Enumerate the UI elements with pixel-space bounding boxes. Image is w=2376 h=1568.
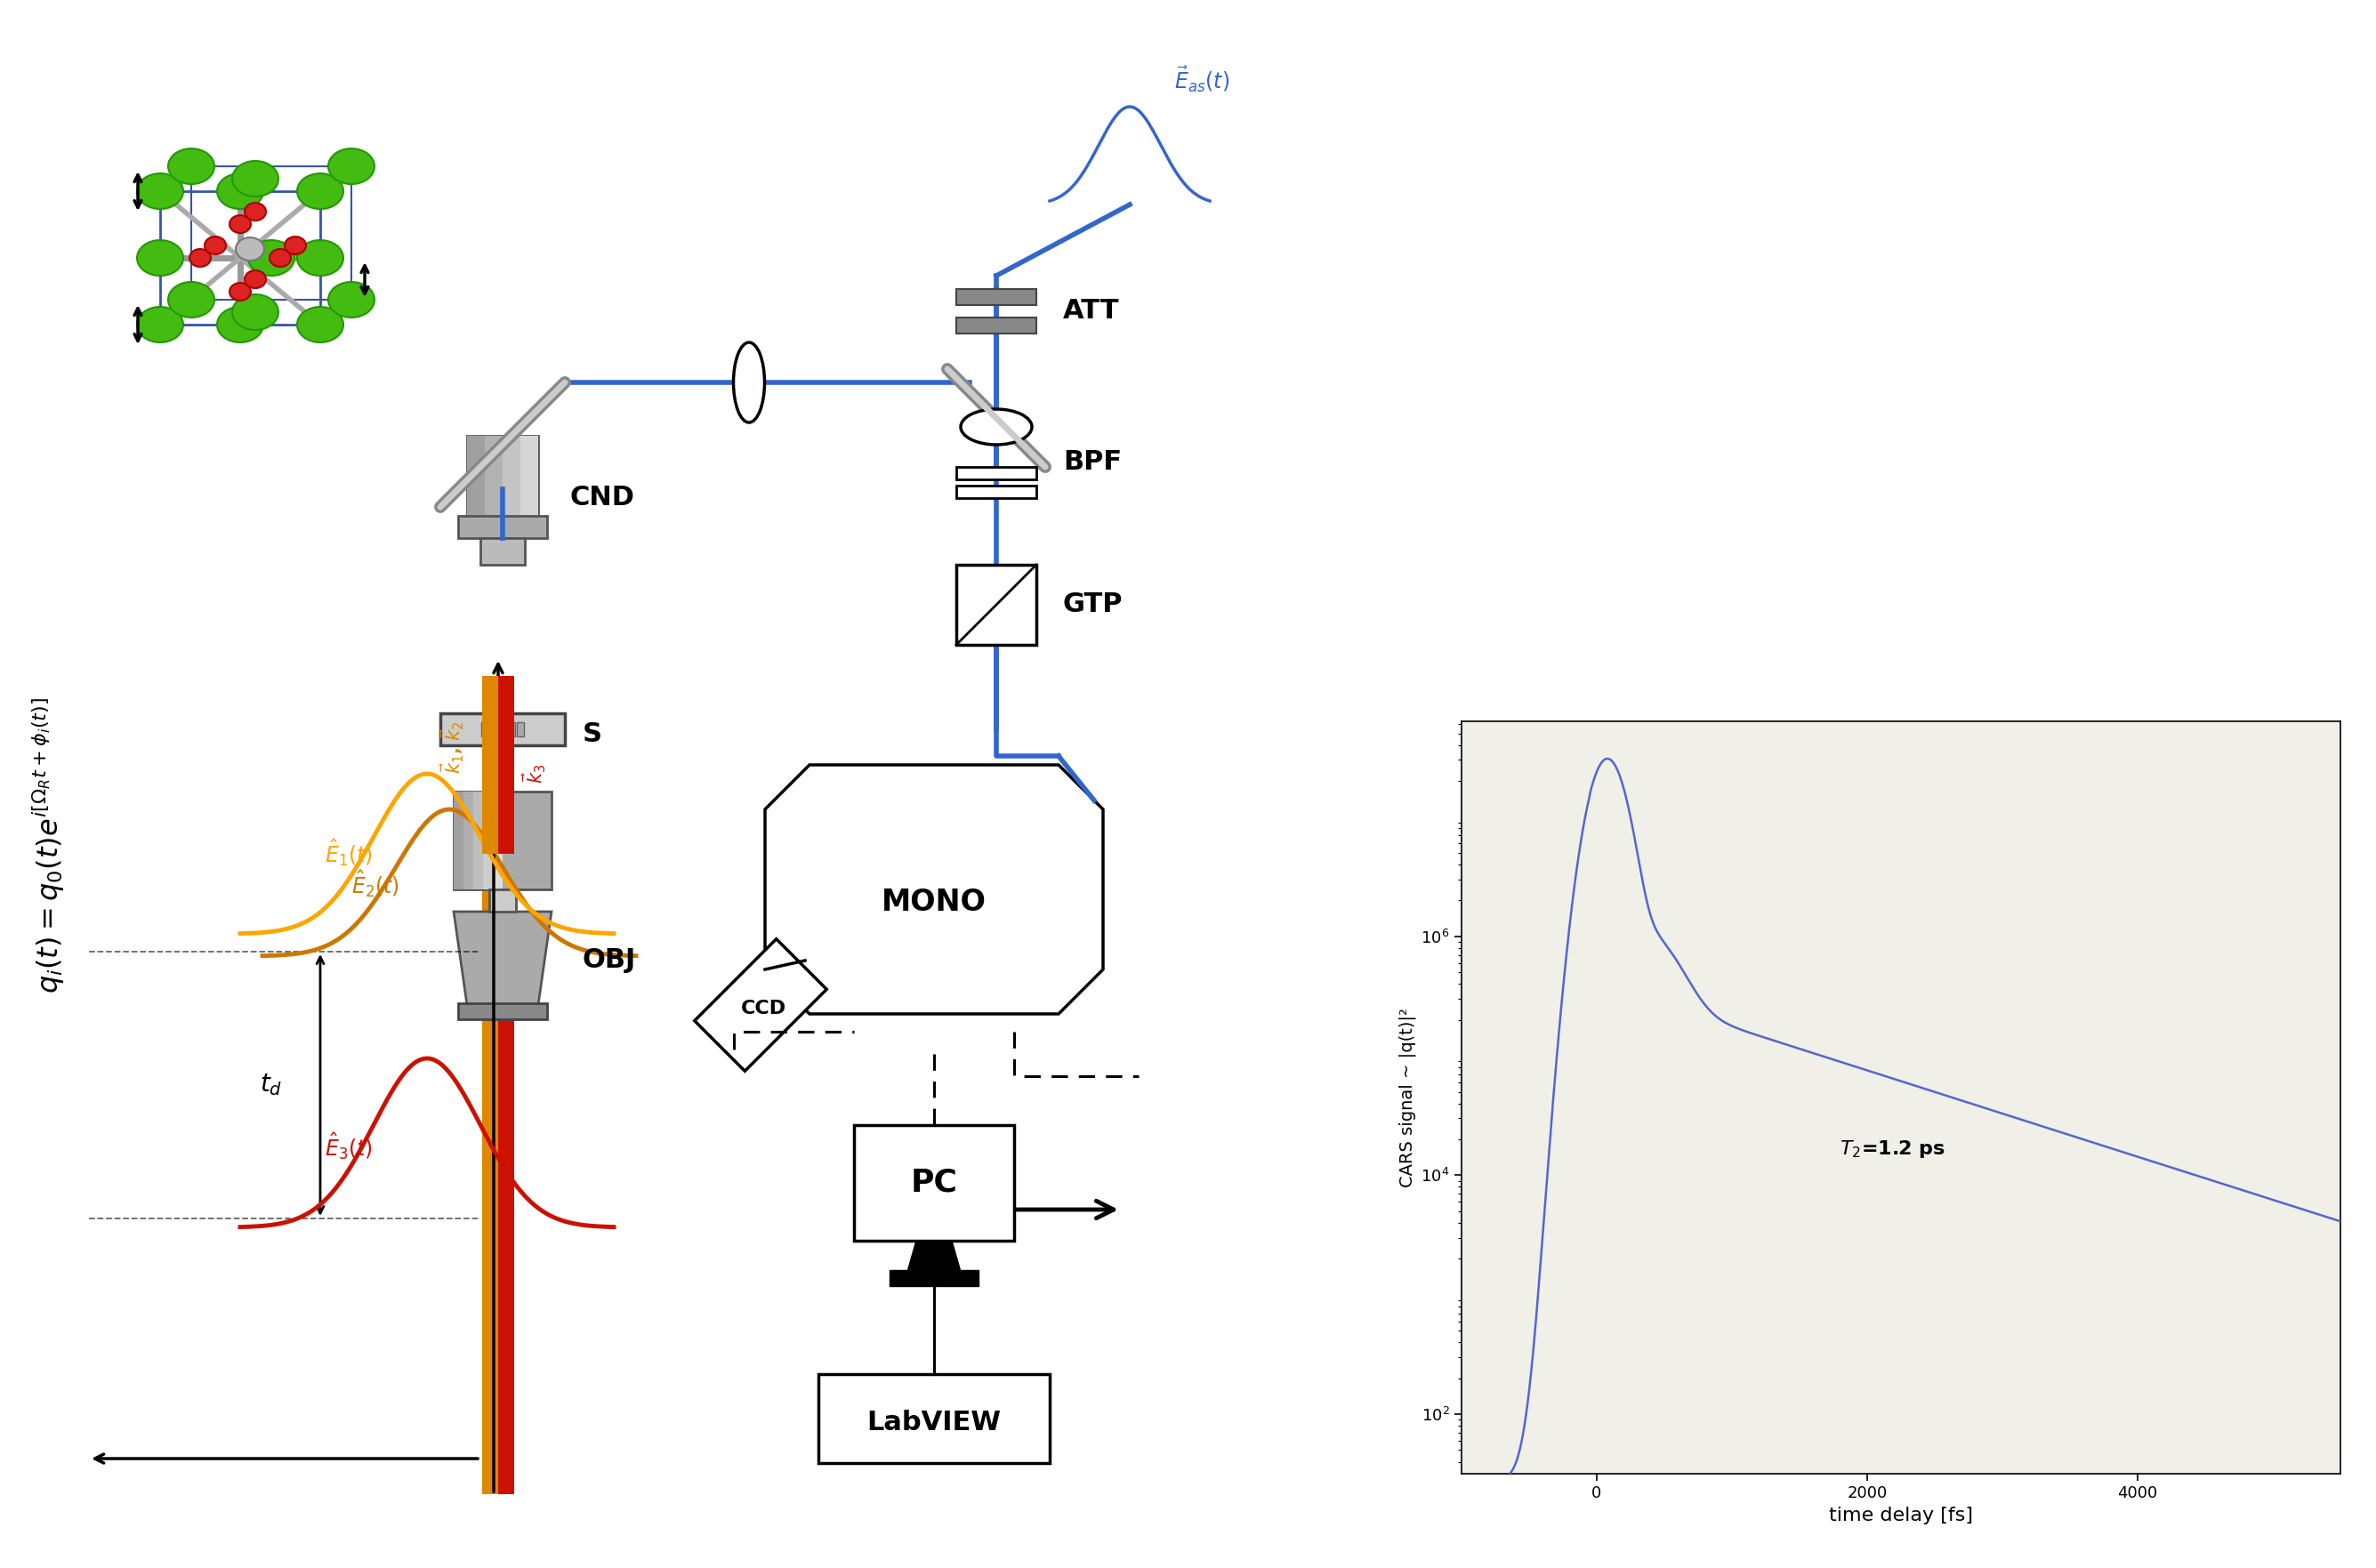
FancyBboxPatch shape bbox=[520, 436, 539, 516]
Text: OBJ: OBJ bbox=[582, 947, 637, 974]
Ellipse shape bbox=[230, 282, 252, 301]
FancyBboxPatch shape bbox=[694, 939, 827, 1071]
Ellipse shape bbox=[169, 149, 214, 183]
FancyBboxPatch shape bbox=[468, 436, 539, 516]
FancyBboxPatch shape bbox=[468, 436, 485, 516]
FancyBboxPatch shape bbox=[454, 792, 551, 889]
Ellipse shape bbox=[233, 295, 278, 329]
FancyBboxPatch shape bbox=[482, 676, 499, 855]
Text: GTP: GTP bbox=[1062, 591, 1124, 618]
Ellipse shape bbox=[268, 249, 290, 267]
FancyBboxPatch shape bbox=[504, 436, 520, 516]
Ellipse shape bbox=[233, 162, 278, 196]
FancyBboxPatch shape bbox=[482, 792, 492, 889]
Text: $\hat{E}_2(t)$: $\hat{E}_2(t)$ bbox=[352, 869, 399, 900]
Text: LabVIEW: LabVIEW bbox=[867, 1410, 1000, 1436]
FancyBboxPatch shape bbox=[489, 889, 516, 911]
Ellipse shape bbox=[138, 240, 183, 276]
FancyBboxPatch shape bbox=[518, 723, 525, 737]
FancyBboxPatch shape bbox=[508, 723, 516, 737]
Ellipse shape bbox=[734, 342, 765, 422]
FancyBboxPatch shape bbox=[853, 1126, 1015, 1240]
FancyBboxPatch shape bbox=[482, 676, 499, 1494]
Ellipse shape bbox=[169, 282, 214, 317]
Ellipse shape bbox=[247, 240, 295, 276]
Polygon shape bbox=[908, 1240, 960, 1272]
Ellipse shape bbox=[235, 237, 264, 260]
Y-axis label: CARS signal ~ |q(t)|²: CARS signal ~ |q(t)|² bbox=[1399, 1008, 1416, 1187]
Text: MONO: MONO bbox=[881, 887, 986, 917]
FancyBboxPatch shape bbox=[499, 676, 513, 855]
Ellipse shape bbox=[138, 307, 183, 342]
FancyBboxPatch shape bbox=[440, 713, 565, 745]
Text: $\hat{E}_1(t)$: $\hat{E}_1(t)$ bbox=[326, 837, 373, 869]
Text: $\vec{k}_3$: $\vec{k}_3$ bbox=[520, 764, 549, 784]
Text: $\vec{E}_{as}(t)$: $\vec{E}_{as}(t)$ bbox=[1174, 64, 1228, 94]
FancyBboxPatch shape bbox=[459, 516, 546, 538]
FancyBboxPatch shape bbox=[485, 436, 504, 516]
Ellipse shape bbox=[216, 307, 264, 342]
Ellipse shape bbox=[204, 237, 226, 254]
Text: CCD: CCD bbox=[741, 999, 786, 1018]
FancyBboxPatch shape bbox=[463, 792, 473, 889]
Ellipse shape bbox=[960, 409, 1031, 445]
Ellipse shape bbox=[245, 202, 266, 221]
FancyBboxPatch shape bbox=[955, 486, 1036, 499]
FancyBboxPatch shape bbox=[489, 723, 497, 737]
FancyBboxPatch shape bbox=[889, 1270, 979, 1286]
Polygon shape bbox=[454, 911, 551, 1005]
Text: PC: PC bbox=[910, 1168, 958, 1198]
Ellipse shape bbox=[216, 174, 264, 209]
Ellipse shape bbox=[297, 240, 345, 276]
Text: $T_2$=1.2 ps: $T_2$=1.2 ps bbox=[1839, 1138, 1946, 1160]
FancyBboxPatch shape bbox=[482, 723, 489, 737]
Ellipse shape bbox=[230, 215, 252, 234]
X-axis label: time delay [fs]: time delay [fs] bbox=[1830, 1507, 1972, 1524]
Ellipse shape bbox=[190, 249, 211, 267]
Ellipse shape bbox=[138, 174, 183, 209]
Text: S: S bbox=[582, 721, 601, 746]
Text: $\vec{k}_1$, $\vec{k}_2$: $\vec{k}_1$, $\vec{k}_2$ bbox=[440, 721, 466, 773]
Text: ATT: ATT bbox=[1062, 298, 1119, 325]
Polygon shape bbox=[955, 564, 1036, 644]
Text: CND: CND bbox=[570, 485, 634, 511]
FancyBboxPatch shape bbox=[473, 792, 482, 889]
Text: $\hat{E}_3(t)$: $\hat{E}_3(t)$ bbox=[326, 1131, 373, 1162]
Text: $t_d$: $t_d$ bbox=[259, 1073, 283, 1098]
FancyBboxPatch shape bbox=[454, 792, 463, 889]
FancyBboxPatch shape bbox=[459, 1004, 546, 1019]
FancyBboxPatch shape bbox=[480, 538, 525, 564]
Ellipse shape bbox=[297, 174, 345, 209]
Ellipse shape bbox=[297, 307, 345, 342]
FancyBboxPatch shape bbox=[817, 1374, 1050, 1463]
FancyBboxPatch shape bbox=[499, 723, 506, 737]
FancyBboxPatch shape bbox=[492, 792, 504, 889]
Ellipse shape bbox=[285, 237, 307, 254]
FancyBboxPatch shape bbox=[955, 289, 1036, 306]
FancyBboxPatch shape bbox=[955, 467, 1036, 480]
FancyBboxPatch shape bbox=[499, 676, 513, 1494]
Text: $q_i(t) = q_0(t)e^{i[\Omega_R t + \phi_i(t)]}$: $q_i(t) = q_0(t)e^{i[\Omega_R t + \phi_i… bbox=[31, 696, 67, 993]
Text: BPF: BPF bbox=[1062, 450, 1121, 475]
FancyBboxPatch shape bbox=[955, 317, 1036, 334]
Ellipse shape bbox=[328, 282, 375, 317]
Ellipse shape bbox=[328, 149, 375, 183]
Ellipse shape bbox=[245, 270, 266, 289]
Polygon shape bbox=[765, 765, 1102, 1014]
